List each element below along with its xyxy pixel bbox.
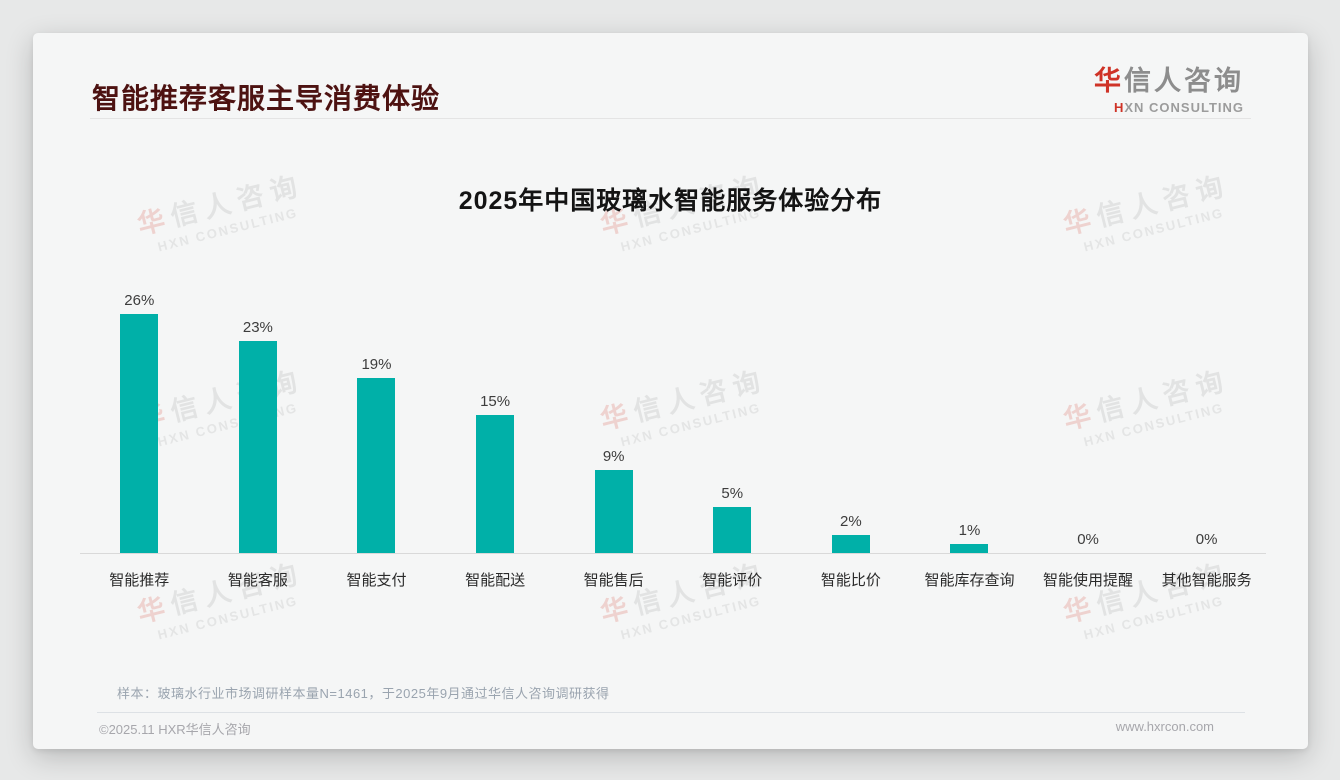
category-labels: 智能推荐 智能客服 智能支付 智能配送 智能售后 智能评价 智能比价 智能库存查询 智能使用提醒… <box>80 554 1266 590</box>
bar-column: 9% <box>554 243 673 553</box>
bar-value-label: 9% <box>602 448 625 466</box>
logo-rest-chars: 信人咨询 <box>1124 66 1244 96</box>
bar-value-label: 19% <box>361 356 392 374</box>
bar-value-label: 23% <box>242 319 273 337</box>
bar-chart: 26% 23% 19% 15% 9% 5% 2% 1% 0% 0% 智能推荐 智能客服 智能支付 智能配… <box>80 243 1266 590</box>
bar-column: 5% <box>673 243 792 553</box>
bar-value-label: 1% <box>958 521 981 539</box>
chart-title: 2025年中国玻璃水智能服务体验分布 <box>458 187 883 215</box>
bar <box>120 313 159 553</box>
category-label: 其他智能服务 <box>1161 572 1252 589</box>
bar <box>238 341 277 553</box>
copyright-text: ©2025.11 HXR华信人咨询 <box>99 722 251 737</box>
bar-value-label: 5% <box>721 485 744 502</box>
logo-chinese-name: 华信人咨询 <box>1094 59 1244 98</box>
bar-column: 26% <box>80 243 199 553</box>
bar-column: 23% <box>199 243 318 553</box>
category-label: 智能客服 <box>227 572 288 589</box>
x-axis-line <box>80 553 1266 554</box>
category-label: 智能推荐 <box>109 572 170 589</box>
logo-en-accent: H <box>1113 100 1125 115</box>
bar <box>713 507 752 553</box>
category-label: 智能支付 <box>346 572 407 589</box>
sample-note: 样本：玻璃水行业市场调研样本量N=1461，于2025年9月通过华信人咨询调研获… <box>117 686 610 701</box>
category-label: 智能配送 <box>465 572 526 589</box>
bar-column: 0% <box>1147 243 1266 553</box>
category-label: 智能比价 <box>820 572 881 589</box>
bar-column: 0% <box>1029 243 1148 553</box>
bar-value-label: 15% <box>480 393 511 410</box>
logo-accent-char: 华 <box>1094 66 1124 96</box>
bars-area: 26% 23% 19% 15% 9% 5% 2% 1% 0% 0% <box>80 243 1266 553</box>
bar-column: 19% <box>317 243 436 553</box>
bar <box>831 534 870 553</box>
bar <box>357 378 396 553</box>
bar-value-label: 0% <box>1195 531 1218 548</box>
category-label: 智能评价 <box>702 572 763 589</box>
footer-divider <box>97 712 1245 713</box>
bar-value-label: 0% <box>1077 531 1099 548</box>
bar-column: 1% <box>910 243 1029 553</box>
company-logo: 华信人咨询 HXN CONSULTING <box>1094 59 1244 115</box>
slide-card: 华信人咨询 HXN CONSULTING 华信人咨询 HXN CONSULTING 华信… <box>33 33 1308 749</box>
logo-en-rest: XN CONSULTING <box>1124 100 1244 115</box>
bar-column: 2% <box>792 243 911 553</box>
bar-value-label: 2% <box>840 512 862 530</box>
bar <box>594 470 633 553</box>
bar-column: 15% <box>436 243 555 553</box>
category-label: 智能使用提醒 <box>1043 572 1134 589</box>
header-divider <box>90 118 1251 119</box>
logo-english-name: HXN CONSULTING <box>1094 100 1244 115</box>
page-title: 智能推荐客服主导消费体验 <box>92 83 441 114</box>
bar-value-label: 26% <box>124 291 155 309</box>
website-text: www.hxrcon.com <box>1115 719 1214 734</box>
category-label: 智能库存查询 <box>924 572 1015 589</box>
bar <box>476 415 515 553</box>
bar <box>950 543 989 553</box>
category-label: 智能售后 <box>583 572 644 589</box>
